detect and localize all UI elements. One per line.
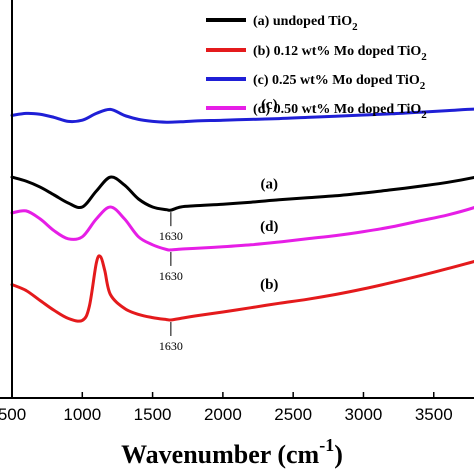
x-tick-label-2500: 2500	[274, 405, 312, 424]
x-tick-label-3500: 3500	[415, 405, 453, 424]
legend: (a) undoped TiO2 (b) 0.12 wt% Mo doped Ti…	[206, 14, 427, 121]
legend-label-d: (d) 0.50 wt% Mo doped TiO2	[253, 102, 427, 121]
annotation-layer: 1630 1630 1630	[159, 212, 183, 353]
x-axis-label: Wavenumber (cm-1)	[121, 435, 343, 469]
annotation-label-1: 1630	[159, 269, 183, 283]
x-axis-label-sup: -1	[319, 435, 334, 455]
x-axis: 500 1000 1500 2000 2500 3000 3500	[0, 392, 474, 424]
x-tick-label-3000: 3000	[345, 405, 383, 424]
curve-label-c: (c)	[261, 97, 278, 113]
series-line-b	[10, 254, 474, 323]
curve-label-b: (b)	[260, 277, 278, 293]
series-line-c	[10, 107, 474, 124]
curve-label-a: (a)	[261, 177, 279, 193]
x-axis-label-main: Wavenumber (cm	[121, 440, 319, 469]
legend-label-b: (b) 0.12 wt% Mo doped TiO2	[253, 44, 427, 63]
curve-label-d: (d)	[260, 219, 278, 235]
x-tick-label-2000: 2000	[204, 405, 242, 424]
annotation-label-2: 1630	[159, 339, 183, 353]
x-tick-label-1500: 1500	[134, 405, 172, 424]
series-line-a	[10, 175, 474, 212]
plot-area	[12, 0, 474, 398]
x-tick-label-1000: 1000	[63, 405, 101, 424]
x-axis-label-close: )	[334, 440, 343, 469]
legend-label-c: (c) 0.25 wt% Mo doped TiO2	[253, 73, 426, 92]
annotation-label-0: 1630	[159, 229, 183, 243]
series-layer: (a) (b) (c) (d)	[10, 97, 474, 323]
legend-label-a: (a) undoped TiO2	[253, 14, 358, 33]
series-line-d	[10, 205, 474, 252]
x-tick-label-500: 500	[0, 405, 26, 424]
